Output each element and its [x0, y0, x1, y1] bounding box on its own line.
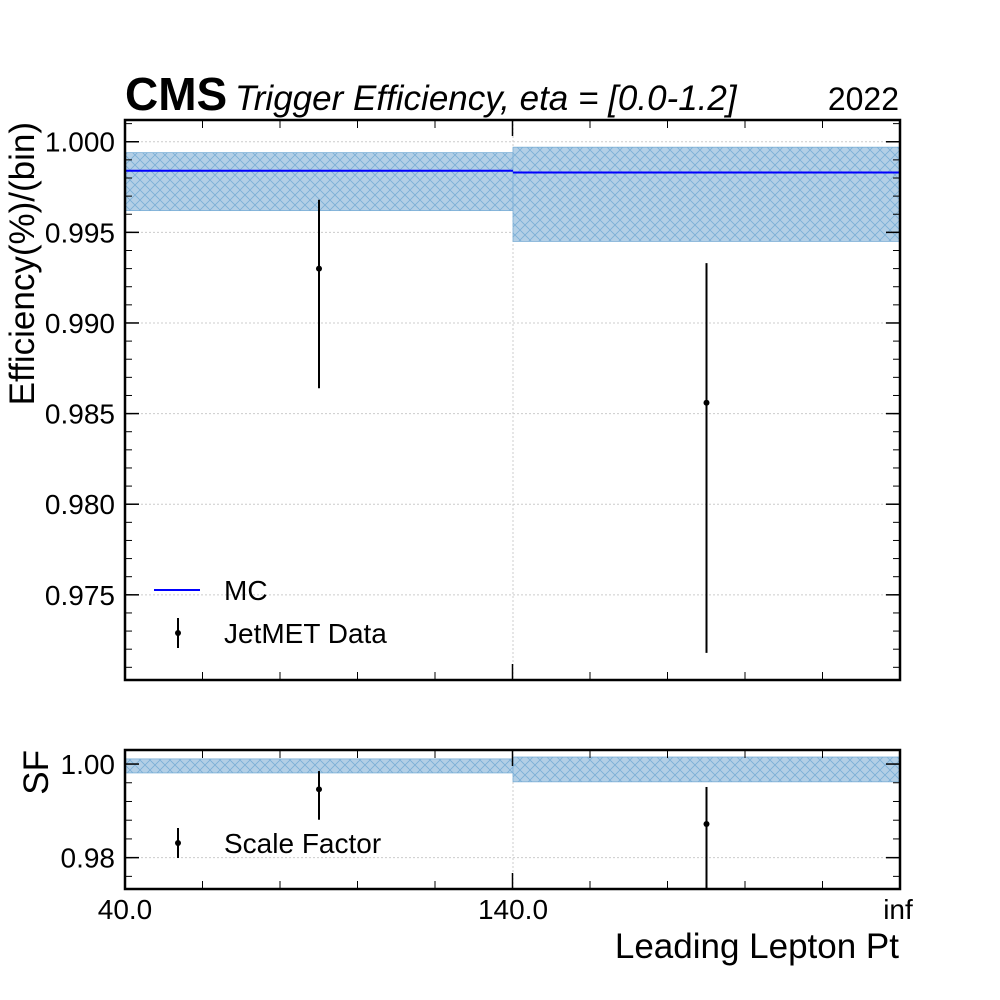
scale-factor-axis-ticks: 0.98 1.00	[61, 749, 901, 889]
data-points	[316, 199, 710, 653]
legend-data-swatch-marker	[175, 630, 181, 636]
sf-y-axis-label: SF	[17, 750, 56, 795]
legend-sf-swatch-marker	[175, 840, 181, 846]
efficiency-y-tick-label: 0.985	[45, 399, 115, 430]
efficiency-axis-ticks: 0.975 0.980 0.985 0.990 0.995 1.000	[45, 120, 901, 680]
efficiency-panel: 0.975 0.980 0.985 0.990 0.995 1.000 Efficienc…	[3, 118, 902, 682]
sf-point	[316, 786, 322, 793]
mc-band-hatch	[512, 146, 901, 242]
sf-point	[703, 820, 710, 827]
x-tick-label: inf	[883, 894, 913, 925]
efficiency-y-tick-label: 0.980	[45, 489, 115, 520]
scale-factor-legend: Scale Factor	[175, 828, 381, 859]
mc-uncertainty-band	[124, 146, 901, 242]
efficiency-y-tick-label: 1.000	[45, 127, 115, 158]
legend-sf-label: Scale Factor	[224, 828, 381, 859]
scale-factor-y-tick-label: 0.98	[61, 843, 116, 874]
sf-uncertainty-band	[124, 756, 901, 783]
efficiency-y-tick-label: 0.995	[45, 217, 115, 248]
efficiency-y-axis-label: Efficiency(%)/(bin)	[3, 122, 42, 405]
x-axis-label: Leading Lepton Pt	[615, 927, 899, 966]
data-point	[703, 399, 710, 406]
x-tick-label: 140.0	[478, 894, 548, 925]
data-point	[316, 265, 322, 272]
x-axis-tick-labels: 40.0 140.0 inf	[98, 894, 913, 925]
legend-data-label: JetMET Data	[224, 618, 387, 649]
sf-band-hatch	[124, 758, 514, 774]
legend-mc-label: MC	[224, 575, 268, 606]
experiment-label: CMS	[125, 68, 227, 120]
efficiency-y-tick-label: 0.975	[45, 580, 115, 611]
year-label: 2022	[828, 81, 899, 117]
x-tick-label: 40.0	[98, 894, 153, 925]
sf-band-hatch	[512, 756, 901, 783]
efficiency-y-tick-label: 0.990	[45, 308, 115, 339]
scale-factor-y-tick-label: 1.00	[61, 749, 116, 780]
scale-factor-panel: 0.98 1.00 SF Scale Factor	[17, 748, 902, 891]
chart-title: Trigger Efficiency, eta = [0.0-1.2]	[235, 79, 738, 118]
efficiency-legend: MC JetMET Data	[154, 575, 387, 649]
mc-line	[125, 169, 900, 174]
sf-points	[316, 771, 710, 889]
